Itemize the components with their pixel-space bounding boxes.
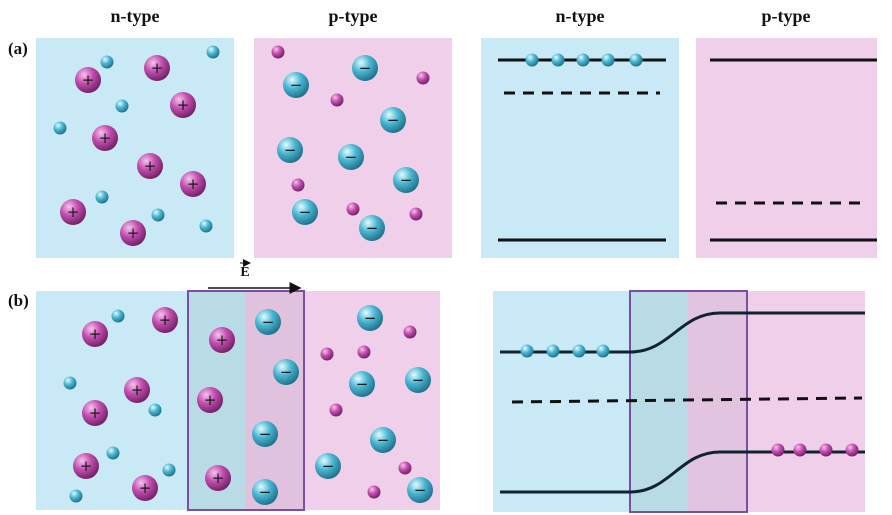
electron xyxy=(577,54,590,67)
ion-sign: + xyxy=(139,479,152,497)
header: p-type xyxy=(329,6,378,26)
hole xyxy=(410,208,423,221)
ion-sign: − xyxy=(414,481,427,499)
hole xyxy=(292,179,305,192)
electron xyxy=(64,377,77,390)
electron xyxy=(526,54,539,67)
ion-sign: + xyxy=(131,381,144,399)
ion-sign: − xyxy=(280,363,293,381)
hole xyxy=(399,462,412,475)
depletion-p xyxy=(688,291,747,512)
hole xyxy=(330,404,343,417)
hole xyxy=(794,444,807,457)
ion-sign: + xyxy=(159,311,172,329)
ion-sign: − xyxy=(262,313,275,331)
electron xyxy=(149,404,162,417)
ion-sign: − xyxy=(284,141,297,159)
ion-sign: + xyxy=(127,224,140,242)
ion-sign: − xyxy=(259,483,272,501)
electron xyxy=(200,220,213,233)
ion-sign: + xyxy=(216,331,229,349)
field-label: E xyxy=(240,265,249,280)
ion-sign: + xyxy=(212,469,225,487)
electron xyxy=(163,464,176,477)
electron xyxy=(597,345,610,358)
hole xyxy=(417,72,430,85)
ion-sign: − xyxy=(400,171,413,189)
ion-sign: − xyxy=(322,457,335,475)
electron xyxy=(54,122,67,135)
electron xyxy=(101,56,114,69)
ion-sign: + xyxy=(151,59,164,77)
hole xyxy=(820,444,833,457)
panel-label: (b) xyxy=(8,291,29,310)
ion-sign: − xyxy=(366,219,379,237)
ion-sign: + xyxy=(144,157,157,175)
ion-sign: − xyxy=(359,59,372,77)
header: n-type xyxy=(556,6,605,26)
electron xyxy=(96,191,109,204)
hole xyxy=(772,444,785,457)
electron xyxy=(521,345,534,358)
electron xyxy=(547,345,560,358)
electron xyxy=(552,54,565,67)
panel-label: (a) xyxy=(8,39,28,58)
header: p-type xyxy=(762,6,811,26)
depletion-n xyxy=(630,291,688,512)
ion-sign: − xyxy=(290,76,303,94)
ion-sign: − xyxy=(299,203,312,221)
hole xyxy=(331,94,344,107)
electron xyxy=(573,345,586,358)
electron xyxy=(112,310,125,323)
ion-sign: + xyxy=(204,391,217,409)
electron xyxy=(116,100,129,113)
ion-sign: − xyxy=(356,375,369,393)
hole xyxy=(347,203,360,216)
n-band-region xyxy=(481,38,679,258)
ion-sign: + xyxy=(177,96,190,114)
ion-sign: + xyxy=(99,129,112,147)
electron xyxy=(152,209,165,222)
ion-sign: − xyxy=(259,425,272,443)
hole xyxy=(846,444,859,457)
p-band-region xyxy=(696,38,877,258)
header: n-type xyxy=(111,6,160,26)
ion-sign: + xyxy=(80,457,93,475)
hole xyxy=(358,346,371,359)
ion-sign: + xyxy=(89,404,102,422)
ion-sign: − xyxy=(377,431,390,449)
hole xyxy=(404,326,417,339)
electron xyxy=(630,54,643,67)
electron xyxy=(207,46,220,59)
pn-junction-diagram: n-type p-type n-type p-type (a) (b) E + +… xyxy=(0,0,892,515)
ion-sign: + xyxy=(82,71,95,89)
hole xyxy=(321,348,334,361)
ion-sign: + xyxy=(67,203,80,221)
ion-sign: + xyxy=(89,325,102,343)
electron xyxy=(602,54,615,67)
ion-sign: − xyxy=(387,111,400,129)
ion-sign: + xyxy=(187,175,200,193)
electron xyxy=(107,447,120,460)
hole xyxy=(368,486,381,499)
ion-sign: − xyxy=(345,148,358,166)
electron xyxy=(70,490,83,503)
ion-sign: − xyxy=(412,371,425,389)
hole xyxy=(272,46,285,59)
ion-sign: − xyxy=(364,309,377,327)
